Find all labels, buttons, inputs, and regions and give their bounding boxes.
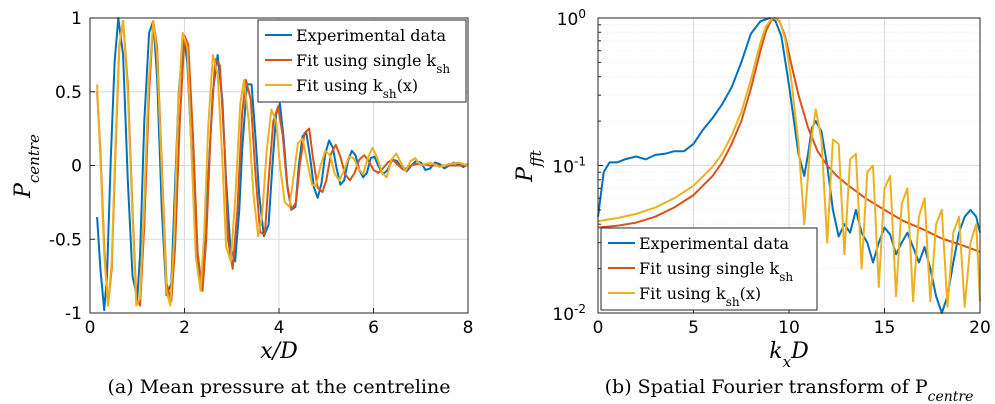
panel-a-ytick-label: 1 bbox=[71, 9, 82, 29]
panel-b-series-line-fit-varying bbox=[597, 17, 981, 308]
panel-b-ytick-label: 10-2 bbox=[552, 302, 586, 325]
panel-a-xtick-label: 6 bbox=[368, 318, 379, 338]
panel-a-ytick-label: -0.5 bbox=[49, 230, 82, 250]
panel-a-lines bbox=[96, 17, 469, 312]
panel-a-ylabel-sub: centre bbox=[25, 134, 43, 183]
panel-b-xtick-label: 15 bbox=[874, 318, 896, 338]
panel-b-ytick-label: 10-1 bbox=[552, 155, 586, 178]
panel-b-ytick-label: 100 bbox=[557, 7, 586, 30]
panel-b-legend-box bbox=[600, 227, 818, 311]
panel-b-legend-label-fit-single: Fit using single ksh bbox=[639, 259, 793, 284]
panel-b-xtick-label: 10 bbox=[778, 318, 800, 338]
panel-a-ylabel: Pcentre bbox=[11, 134, 43, 199]
panel-a-xtick-label: 0 bbox=[85, 318, 96, 338]
panel-a-legend-label-experimental: Experimental data bbox=[296, 26, 447, 45]
panel-a-legend-label-fit-single: Fit using single ksh bbox=[296, 51, 450, 76]
panel-a: 0 2 4 6 8 -1 -0.5 0 0.5 1 x/D Pcentre Experimenta… bbox=[11, 9, 473, 398]
panel-b-ylabel: Pfft bbox=[513, 149, 545, 182]
panel-a-ylabel-main: P bbox=[11, 182, 36, 199]
panel-a-ytick-label: 0 bbox=[71, 157, 82, 177]
panel-b-legend-label-experimental: Experimental data bbox=[639, 234, 790, 253]
panel-a-xtick-label: 8 bbox=[463, 318, 474, 338]
panel-b-ticks: 0 5 10 15 20 10-2 10-1 100 bbox=[552, 7, 990, 338]
panel-b-xtick-label: 5 bbox=[688, 318, 699, 338]
panel-b-legend: Experimental data Fit using single ksh F… bbox=[600, 227, 818, 311]
panel-b-xtick-label: 20 bbox=[969, 318, 991, 338]
panel-a-ytick-label: 0.5 bbox=[55, 83, 82, 103]
panel-b-xtick-label: 0 bbox=[593, 318, 604, 338]
panel-a-caption: (a) Mean pressure at the centreline bbox=[108, 376, 451, 398]
panel-b: 0 5 10 15 20 10-2 10-1 100 kxD Pfft Experimenta… bbox=[513, 7, 991, 404]
panel-b-legend-label-fit-varying: Fit using ksh(x) bbox=[639, 284, 761, 309]
panel-a-series-line-experimental bbox=[96, 17, 469, 312]
panel-b-caption: (b) Spatial Fourier transform of Pcentre bbox=[605, 376, 974, 404]
panel-b-lines bbox=[597, 17, 981, 314]
panel-a-xlabel: x/D bbox=[260, 339, 298, 364]
panel-a-legend-label-fit-varying: Fit using ksh(x) bbox=[296, 76, 418, 101]
panel-a-ytick-label: -1 bbox=[65, 304, 82, 324]
panel-a-series-line-fit-varying bbox=[96, 20, 469, 307]
panel-b-xlabel: kxD bbox=[769, 339, 809, 371]
panel-a-legend-box bbox=[257, 19, 467, 103]
panel-a-xtick-label: 4 bbox=[274, 318, 285, 338]
panel-a-ticks: 0 2 4 6 8 -1 -0.5 0 0.5 1 bbox=[49, 9, 474, 338]
panel-a-xtick-label: 2 bbox=[179, 318, 190, 338]
panel-a-legend: Experimental data Fit using single ksh F… bbox=[257, 19, 467, 103]
